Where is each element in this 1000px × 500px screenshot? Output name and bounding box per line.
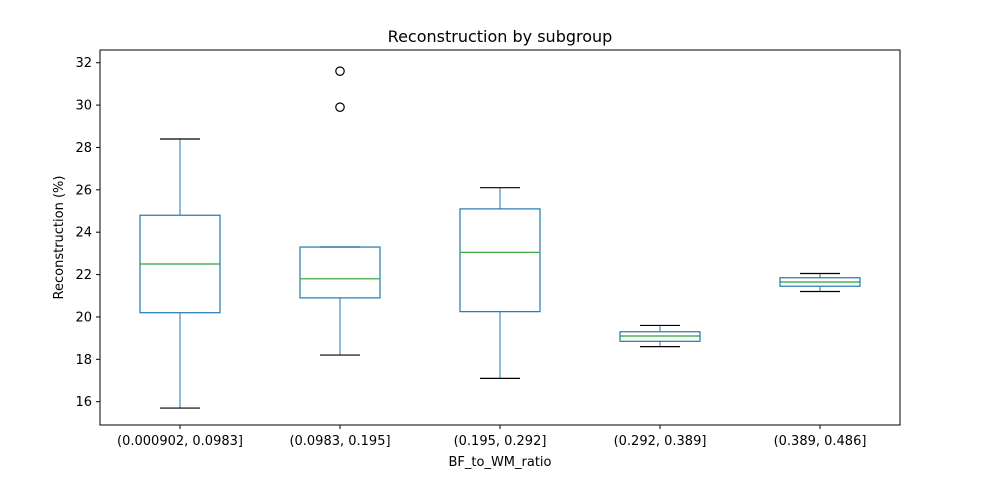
box — [299, 246, 381, 299]
y-axis-label: Reconstruction (%) — [52, 176, 67, 300]
box-group — [459, 187, 541, 379]
x-tick-label: (0.389, 0.486] — [774, 434, 867, 449]
y-tick-label: 18 — [75, 353, 92, 368]
x-tick-label: (0.195, 0.292] — [454, 434, 547, 449]
x-axis-label: BF_to_WM_ratio — [449, 455, 552, 470]
plot-area — [139, 66, 861, 409]
outlier-point — [335, 66, 345, 76]
y-tick-label: 16 — [75, 395, 92, 410]
y-tick-label: 26 — [75, 183, 92, 198]
chart-title: Reconstruction by subgroup — [388, 27, 613, 46]
outlier-point — [335, 102, 345, 113]
y-tick-label: 28 — [75, 141, 92, 156]
y-tick-label: 24 — [75, 226, 92, 241]
x-tick-label: (0.000902, 0.0983] — [117, 434, 243, 449]
box-group — [139, 138, 221, 409]
x-tick-label: (0.0983, 0.195] — [289, 434, 390, 449]
y-tick-label: 22 — [75, 268, 92, 283]
y-tick-label: 32 — [75, 56, 92, 71]
box — [459, 208, 541, 313]
y-tick-label: 30 — [75, 99, 92, 114]
x-tick-label: (0.292, 0.389] — [614, 434, 707, 449]
y-tick-label: 20 — [75, 310, 92, 325]
box-group — [619, 324, 701, 348]
box-group — [779, 272, 861, 293]
box-group — [299, 66, 381, 356]
